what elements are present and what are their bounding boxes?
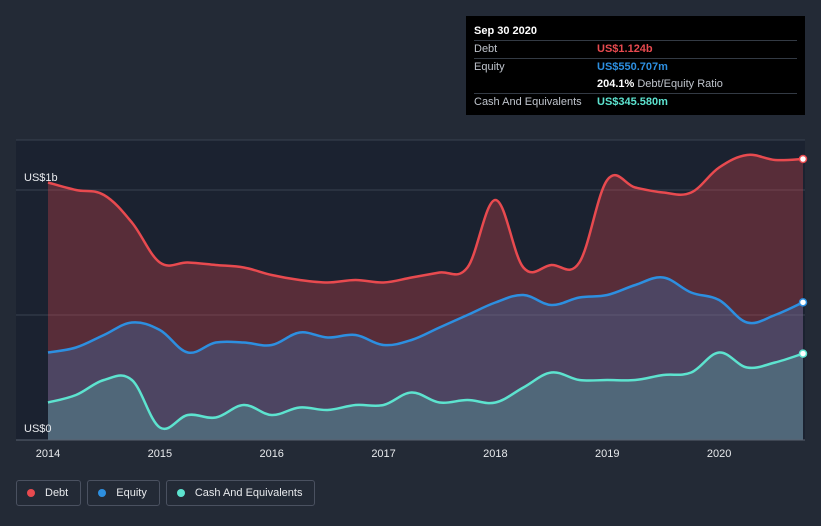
tooltip-cash-label: Cash And Equivalents [474,96,582,108]
legend-label-debt: Debt [45,487,69,499]
legend-item-cash[interactable]: Cash And Equivalents [165,480,316,506]
tooltip-row-ratio: 204.1% Debt/Equity Ratio [474,76,797,93]
equity-area [48,277,803,440]
tooltip-ratio-value: 204.1% [597,78,635,90]
x-tick-label-2020: 2020 [707,448,731,460]
tooltip-debt-label: Debt [474,43,498,55]
tooltip-date: Sep 30 2020 [474,25,537,37]
x-tick-label-2017: 2017 [371,448,395,460]
tooltip-row-debt: Debt US$1.124b [474,40,797,58]
data-tooltip: Sep 30 2020 Debt US$1.124b Equity US$550… [466,16,805,115]
debt-endpoint [798,154,808,164]
x-tick-label-2019: 2019 [595,448,619,460]
legend-label-equity: Equity [116,487,147,499]
x-tick-label-2018: 2018 [483,448,507,460]
cash-dot-icon [176,489,185,497]
tooltip-debt-value: US$1.124b [597,43,653,55]
debt-line [47,153,804,284]
y-tick-label-bottom: US$0 [24,423,52,435]
legend-item-debt[interactable]: Debt [16,480,82,506]
x-tick-label-2014: 2014 [36,448,60,460]
legend-label-cash: Cash And Equivalents [194,487,303,499]
legend-item-equity[interactable]: Equity [87,480,160,506]
tooltip-row-cash: Cash And Equivalents US$345.580m [474,93,797,111]
tooltip-cash-value: US$345.580m [597,96,668,108]
cash-area [48,352,803,440]
equity-endpoint [798,298,808,307]
tooltip-ratio-label: Debt/Equity Ratio [637,78,723,90]
tooltip-row-equity: Equity US$550.707m [474,58,797,76]
debt-area [48,154,803,441]
x-tick-label-2016: 2016 [259,448,283,460]
chart-legend: Debt Equity Cash And Equivalents [16,480,316,506]
tooltip-equity-label: Equity [474,61,505,73]
cash-line [47,351,804,431]
equity-dot-icon [98,489,107,497]
equity-line [47,276,804,355]
debt-dot-icon [27,489,35,497]
cash-endpoint [798,349,808,358]
y-tick-label-top: US$1b [24,172,58,184]
x-tick-label-2015: 2015 [148,448,172,460]
tooltip-equity-value: US$550.707m [597,61,668,73]
